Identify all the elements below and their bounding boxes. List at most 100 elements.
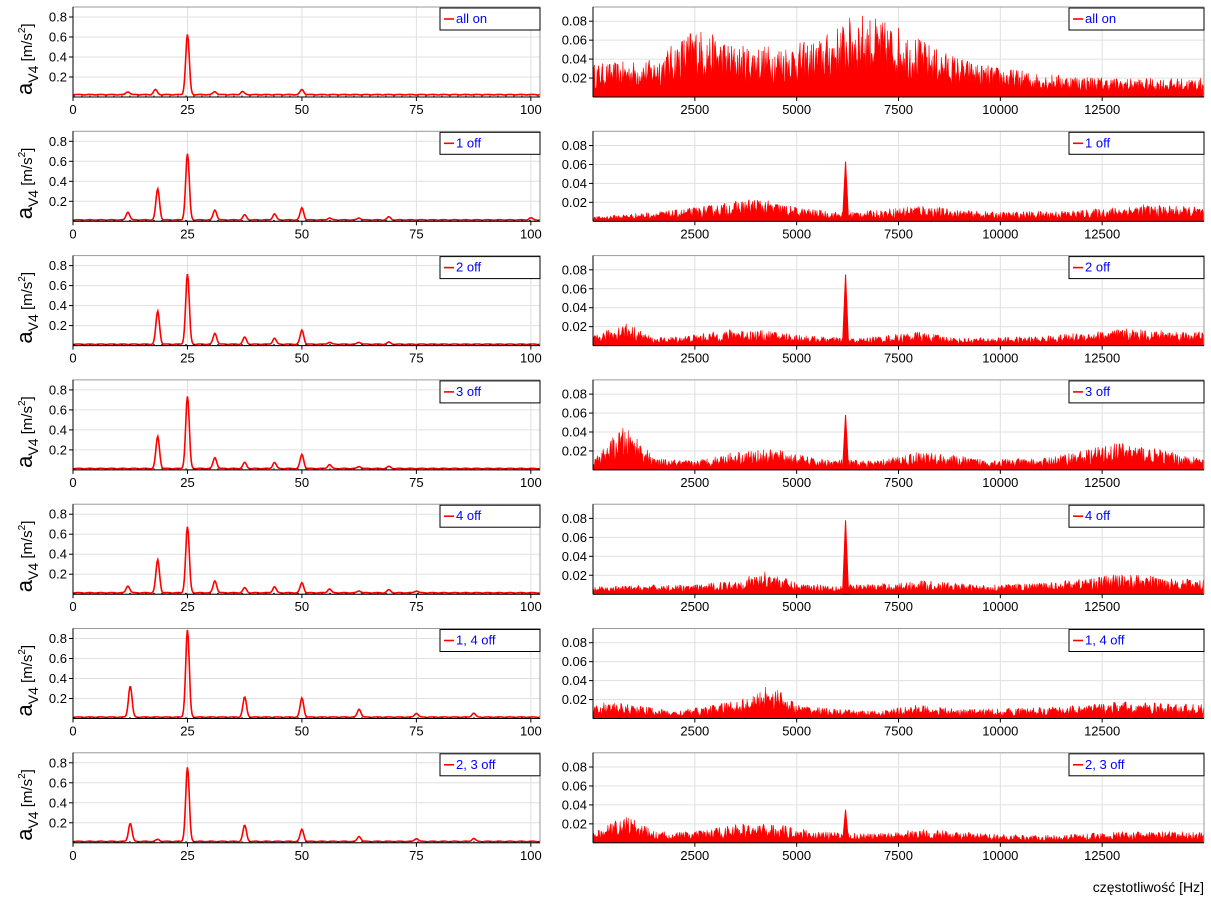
x-tick-label: 12500 (1084, 226, 1120, 241)
chart-panel-high-3: 2500 5000 7500 10000 12500 0.02 0.04 0.06 0.08 3 … (562, 379, 1205, 490)
x-tick-label: 50 (295, 475, 309, 490)
x-tick-label: 12500 (1084, 351, 1120, 366)
legend-box (439, 753, 541, 777)
y-tick-label: 0.4 (49, 422, 67, 437)
spectrum-spike (842, 274, 850, 347)
spectrum-line (72, 767, 541, 843)
x-tick-label: 2500 (680, 102, 709, 117)
x-tick-label: 100 (520, 599, 542, 614)
spectrum-spike (842, 414, 850, 471)
y-tick-label: 0.4 (49, 50, 67, 65)
y-axis-label: aV4 [m/s2] (12, 272, 41, 344)
y-tick-label: 0.06 (562, 778, 587, 793)
x-tick-label: 2500 (680, 848, 709, 863)
x-tick-label: 2500 (680, 226, 709, 241)
y-tick-label: 0.2 (49, 442, 67, 457)
legend-box (1068, 380, 1205, 404)
y-tick-label: 0.4 (49, 298, 67, 313)
x-tick-label: 100 (520, 475, 542, 490)
spectrum-line (72, 273, 541, 346)
y-tick-label: 0.04 (562, 176, 587, 191)
legend-label: 4 off (1085, 508, 1110, 523)
legend-label: 3 off (1085, 384, 1110, 399)
y-tick-label: 0.08 (562, 387, 587, 402)
legend-label: 3 off (456, 384, 481, 399)
x-tick-label: 12500 (1084, 848, 1120, 863)
y-tick-label: 0.08 (562, 511, 587, 526)
x-tick-label: 75 (409, 848, 423, 863)
x-tick-label: 75 (409, 475, 423, 490)
x-tick-label: 50 (295, 351, 309, 366)
x-tick-label: 0 (69, 475, 76, 490)
legend-box (439, 256, 541, 280)
legend-box (1068, 504, 1205, 528)
y-axis-label: aV4 [m/s2] (12, 23, 41, 95)
y-tick-label: 0.2 (49, 815, 67, 830)
y-tick-label: 0.08 (562, 262, 587, 277)
legend-label: 2, 3 off (456, 757, 496, 772)
spectrum-line (72, 34, 541, 96)
spectrum-area (592, 687, 1205, 719)
chart-panel-low-0: 0 25 50 75 100 0.2 0.4 0.6 0.8 all on aV4 [m/s2] (12, 6, 542, 117)
y-axis-label: aV4 [m/s2] (12, 148, 41, 220)
chart-panel-high-1: 2500 5000 7500 10000 12500 0.02 0.04 0.06 0.08 1 … (562, 130, 1205, 241)
legend-box (439, 629, 541, 652)
y-tick-label: 0.6 (49, 154, 67, 169)
y-tick-label: 0.6 (49, 278, 67, 293)
x-tick-label: 25 (180, 475, 194, 490)
spectrum-spike (842, 520, 850, 595)
x-tick-label: 50 (295, 226, 309, 241)
x-tick-label: 75 (409, 226, 423, 241)
x-tick-label: 25 (180, 102, 194, 117)
legend-box (1068, 7, 1205, 31)
y-tick-label: 0.02 (562, 195, 587, 210)
x-axis-label: częstotliwość [Hz] (1093, 879, 1204, 895)
x-tick-label: 100 (520, 724, 542, 739)
legend-label: 2 off (1085, 260, 1110, 275)
x-tick-label: 7500 (884, 599, 913, 614)
legend-label: 1, 4 off (1085, 633, 1125, 648)
y-tick-label: 0.08 (562, 635, 587, 650)
chart-panel-low-5: 0 25 50 75 100 0.2 0.4 0.6 0.8 1, 4 off aV4 [m/s2] (12, 628, 542, 739)
chart-panel-low-4: 0 25 50 75 100 0.2 0.4 0.6 0.8 4 off aV4 [m/s2] (12, 503, 542, 614)
y-tick-label: 0.06 (562, 157, 587, 172)
y-axis-label: aV4 [m/s2] (12, 396, 41, 468)
x-tick-label: 50 (295, 102, 309, 117)
y-tick-label: 0.8 (49, 10, 67, 25)
y-tick-label: 0.06 (562, 281, 587, 296)
x-tick-label: 7500 (884, 102, 913, 117)
x-tick-label: 10000 (982, 475, 1018, 490)
y-tick-label: 0.4 (49, 795, 67, 810)
spectrum-spike (841, 809, 850, 844)
x-tick-label: 2500 (680, 351, 709, 366)
legend-label: 2, 3 off (1085, 757, 1125, 772)
y-tick-label: 0.2 (49, 567, 67, 582)
x-tick-label: 75 (409, 724, 423, 739)
spectrum-area (592, 817, 1205, 844)
x-tick-label: 12500 (1084, 599, 1120, 614)
chart-panel-high-5: 2500 5000 7500 10000 12500 0.02 0.04 0.06 0.08 1,… (562, 628, 1205, 739)
x-tick-label: 7500 (884, 848, 913, 863)
y-tick-label: 0.06 (562, 406, 587, 421)
spectrum-line (72, 526, 541, 595)
x-tick-label: 25 (180, 599, 194, 614)
x-tick-label: 100 (520, 226, 542, 241)
x-tick-label: 5000 (782, 724, 811, 739)
y-tick-label: 0.2 (49, 691, 67, 706)
spectrum-line (72, 629, 541, 719)
spectrum-line (72, 153, 541, 222)
legend-label: all on (456, 11, 487, 26)
x-tick-label: 50 (295, 724, 309, 739)
x-tick-label: 7500 (884, 724, 913, 739)
x-tick-label: 50 (295, 848, 309, 863)
legend-label: 4 off (456, 508, 481, 523)
x-tick-label: 2500 (680, 724, 709, 739)
x-tick-label: 0 (69, 724, 76, 739)
y-tick-label: 0.06 (562, 654, 587, 669)
x-tick-label: 0 (69, 599, 76, 614)
x-tick-label: 7500 (884, 475, 913, 490)
chart-panel-low-6: 0 25 50 75 100 0.2 0.4 0.6 0.8 2, 3 off aV4 [m/s2] (12, 752, 542, 863)
y-tick-label: 0.6 (49, 775, 67, 790)
x-tick-label: 25 (180, 724, 194, 739)
legend-box (1068, 131, 1205, 155)
